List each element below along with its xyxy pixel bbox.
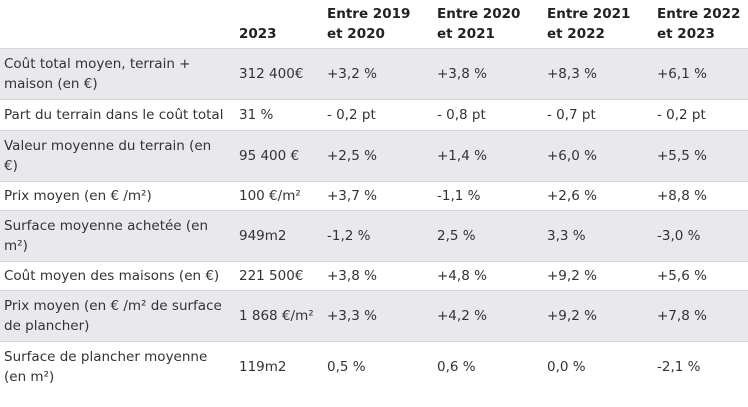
cell: +2,6 % xyxy=(540,181,650,211)
cell: -1,1 % xyxy=(430,181,540,211)
cell: 1 868 €/m² xyxy=(232,290,320,342)
table-row: Coût moyen des maisons (en €) 221 500€ +3,… xyxy=(0,261,748,291)
row-label: Coût moyen des maisons (en €) xyxy=(0,261,232,291)
row-label: Prix moyen (en € /m²) xyxy=(0,181,232,211)
header-row: 2023 Entre 2019 et 2020 Entre 2020 et 2021… xyxy=(0,0,748,49)
header-cell: Entre 2020 et 2021 xyxy=(437,6,521,42)
header-cell: Entre 2021 et 2022 xyxy=(547,6,631,42)
cell: +3,8 % xyxy=(430,48,540,100)
cell: +9,2 % xyxy=(540,290,650,342)
cell: +6,0 % xyxy=(540,130,650,182)
cell: 0,6 % xyxy=(430,341,540,392)
cell: +2,5 % xyxy=(320,130,430,182)
cell: +7,8 % xyxy=(650,290,748,342)
header-cell: Entre 2019 et 2020 xyxy=(327,6,411,42)
table-row: Prix moyen (en € /m² de surface de planc… xyxy=(0,290,748,342)
cell: +3,3 % xyxy=(320,290,430,342)
cell: +3,2 % xyxy=(320,48,430,100)
row-label: Part du terrain dans le coût total xyxy=(0,99,232,131)
table-row: Valeur moyenne du terrain (en €) 95 400 €… xyxy=(0,130,748,182)
cell: +5,6 % xyxy=(650,261,748,291)
cell: +3,8 % xyxy=(320,261,430,291)
row-label: Coût total moyen, terrain + maison (en €… xyxy=(0,48,232,100)
header-cell xyxy=(0,0,232,49)
cell: +1,4 % xyxy=(430,130,540,182)
cell: - 0,2 pt xyxy=(650,99,748,131)
cell: +4,8 % xyxy=(430,261,540,291)
cell: -1,2 % xyxy=(320,210,430,262)
table-row: Prix moyen (en € /m²) 100 €/m² +3,7 % -1,1 … xyxy=(0,181,748,211)
cell: 0,5 % xyxy=(320,341,430,392)
cell: 221 500€ xyxy=(232,261,320,291)
table-row: Coût total moyen, terrain + maison (en €… xyxy=(0,48,748,100)
cell: +6,1 % xyxy=(650,48,748,100)
data-table: 2023 Entre 2019 et 2020 Entre 2020 et 2021… xyxy=(0,0,748,392)
cell: 95 400 € xyxy=(232,130,320,182)
cell: +8,8 % xyxy=(650,181,748,211)
cell: - 0,8 pt xyxy=(430,99,540,131)
row-label: Prix moyen (en € /m² de surface de planc… xyxy=(0,290,232,342)
table-row: Surface de plancher moyenne (en m²) 119m2… xyxy=(0,341,748,392)
row-label: Surface de plancher moyenne (en m²) xyxy=(0,341,232,392)
cell: 100 €/m² xyxy=(232,181,320,211)
cell: -2,1 % xyxy=(650,341,748,392)
header-cell: 2023 xyxy=(239,26,277,42)
cell: 3,3 % xyxy=(540,210,650,262)
cell: +5,5 % xyxy=(650,130,748,182)
cell: 119m2 xyxy=(232,341,320,392)
cell: - 0,7 pt xyxy=(540,99,650,131)
row-label: Surface moyenne achetée (en m²) xyxy=(0,210,232,262)
row-label: Valeur moyenne du terrain (en €) xyxy=(0,130,232,182)
cell: +4,2 % xyxy=(430,290,540,342)
cell: -3,0 % xyxy=(650,210,748,262)
cell: 949m2 xyxy=(232,210,320,262)
cell: +8,3 % xyxy=(540,48,650,100)
header-cell: Entre 2022 et 2023 xyxy=(657,6,741,42)
cell: 31 % xyxy=(232,99,320,131)
cell: 2,5 % xyxy=(430,210,540,262)
cell: 0,0 % xyxy=(540,341,650,392)
table-row: Surface moyenne achetée (en m²) 949m2 -1,2… xyxy=(0,210,748,262)
table-row: Part du terrain dans le coût total 31 % - … xyxy=(0,99,748,131)
cell: +3,7 % xyxy=(320,181,430,211)
cell: +9,2 % xyxy=(540,261,650,291)
cell: - 0,2 pt xyxy=(320,99,430,131)
cell: 312 400€ xyxy=(232,48,320,100)
